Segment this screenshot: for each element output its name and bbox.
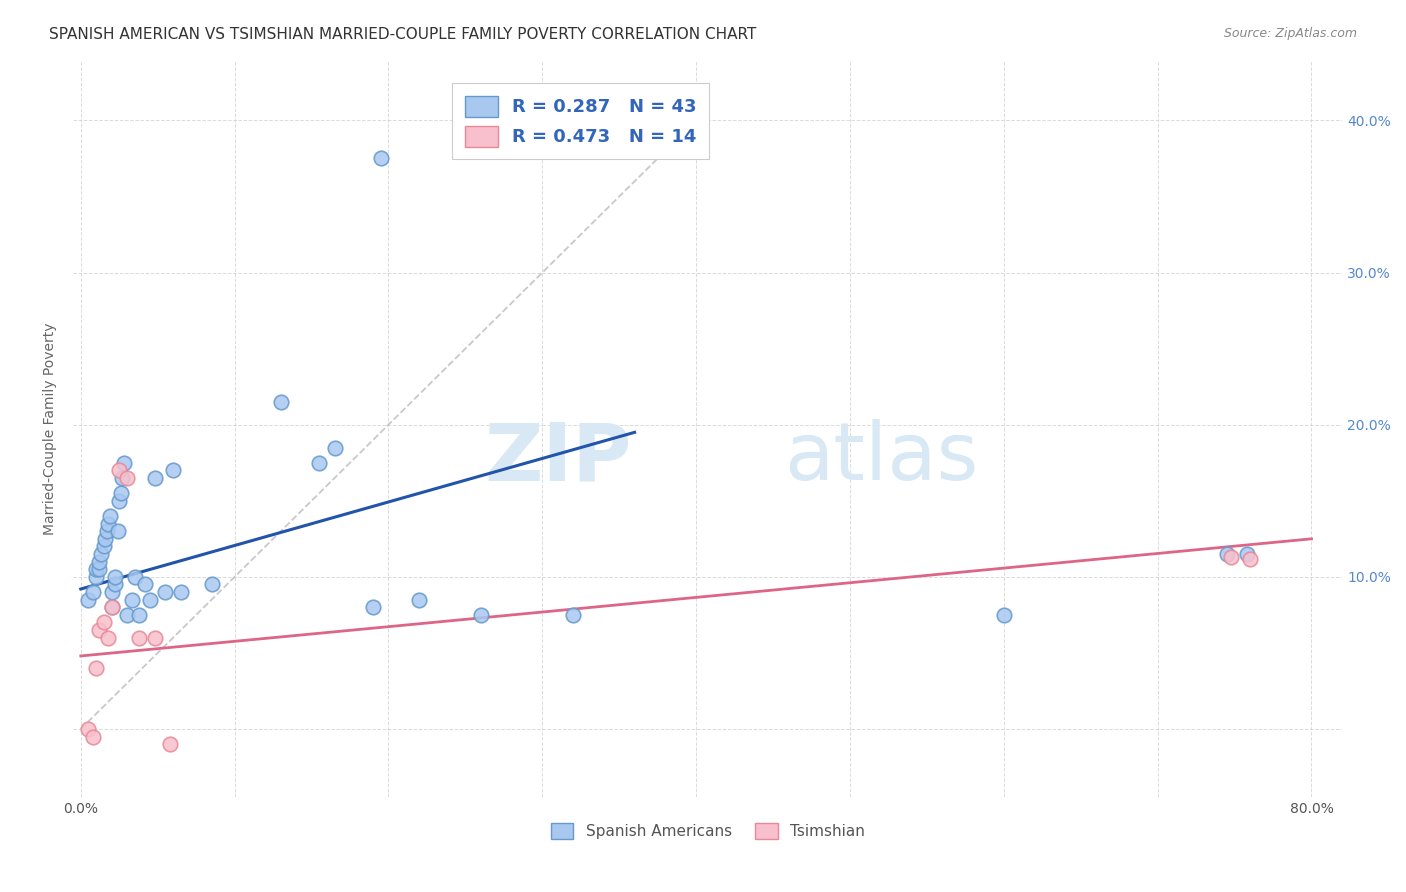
Point xyxy=(562,607,585,622)
Point xyxy=(100,600,122,615)
Point xyxy=(112,456,135,470)
Point xyxy=(94,532,117,546)
Point xyxy=(170,585,193,599)
Point xyxy=(108,463,131,477)
Point xyxy=(104,577,127,591)
Text: Source: ZipAtlas.com: Source: ZipAtlas.com xyxy=(1223,27,1357,40)
Text: ZIP: ZIP xyxy=(484,419,631,497)
Point xyxy=(96,524,118,539)
Point xyxy=(155,585,177,599)
Point xyxy=(308,456,330,470)
Point xyxy=(89,555,111,569)
Point xyxy=(108,493,131,508)
Point xyxy=(90,547,112,561)
Text: atlas: atlas xyxy=(783,419,979,497)
Point xyxy=(84,562,107,576)
Point xyxy=(93,540,115,554)
Point xyxy=(1236,547,1258,561)
Point xyxy=(128,607,150,622)
Point xyxy=(993,607,1015,622)
Point xyxy=(104,570,127,584)
Point xyxy=(97,631,120,645)
Text: SPANISH AMERICAN VS TSIMSHIAN MARRIED-COUPLE FAMILY POVERTY CORRELATION CHART: SPANISH AMERICAN VS TSIMSHIAN MARRIED-CO… xyxy=(49,27,756,42)
Point xyxy=(270,395,292,409)
Point xyxy=(361,600,384,615)
Point xyxy=(162,463,184,477)
Point xyxy=(97,516,120,531)
Point xyxy=(408,592,430,607)
Point xyxy=(121,592,143,607)
Point xyxy=(100,600,122,615)
Point xyxy=(93,615,115,630)
Y-axis label: Married-Couple Family Poverty: Married-Couple Family Poverty xyxy=(44,322,58,535)
Legend: Spanish Americans, Tsimshian: Spanish Americans, Tsimshian xyxy=(544,817,870,845)
Point xyxy=(89,623,111,637)
Point xyxy=(370,152,392,166)
Point xyxy=(98,508,121,523)
Point xyxy=(115,607,138,622)
Point xyxy=(1216,547,1239,561)
Point xyxy=(89,562,111,576)
Point xyxy=(84,661,107,675)
Point xyxy=(84,570,107,584)
Point xyxy=(134,577,156,591)
Point xyxy=(143,471,166,485)
Point xyxy=(107,524,129,539)
Point xyxy=(139,592,162,607)
Point xyxy=(159,737,181,751)
Point xyxy=(82,585,104,599)
Point xyxy=(115,471,138,485)
Point xyxy=(1220,550,1243,565)
Point xyxy=(77,592,100,607)
Point xyxy=(143,631,166,645)
Point xyxy=(470,607,492,622)
Point xyxy=(124,570,146,584)
Point xyxy=(323,441,346,455)
Point xyxy=(82,730,104,744)
Point xyxy=(1239,551,1261,566)
Point xyxy=(200,577,222,591)
Point xyxy=(111,471,134,485)
Point xyxy=(100,585,122,599)
Point xyxy=(77,722,100,736)
Point xyxy=(128,631,150,645)
Point xyxy=(110,486,132,500)
